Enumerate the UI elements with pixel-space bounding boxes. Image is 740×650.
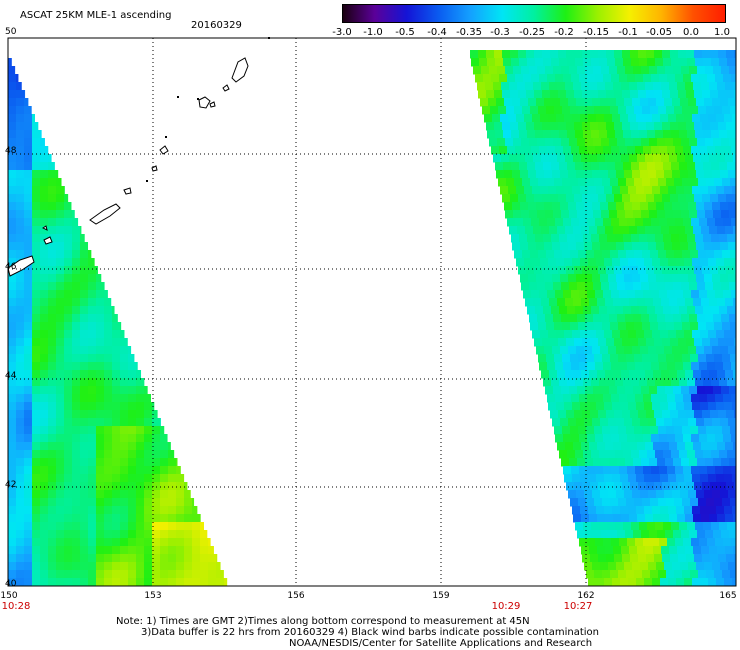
island-outline xyxy=(43,236,53,245)
island-outline xyxy=(89,203,121,225)
colorbar xyxy=(342,4,726,23)
colorbar-label: -0.5 xyxy=(395,27,415,38)
colorbar-label: -0.15 xyxy=(583,27,609,38)
lat-label-40: 40 xyxy=(5,579,17,589)
colorbar-label: -3.0 xyxy=(332,27,352,38)
lat-label-44: 44 xyxy=(5,371,17,381)
island-outline xyxy=(222,84,230,92)
lon-label-159: 159 xyxy=(432,591,450,601)
time-label-right: 10:27 xyxy=(563,601,593,612)
colorbar-label: -0.05 xyxy=(646,27,672,38)
island-dot xyxy=(177,96,179,98)
lat-label-50: 50 xyxy=(5,27,17,37)
island-dot xyxy=(146,180,148,182)
colorbar-label: 0.0 xyxy=(683,27,699,38)
map-frame xyxy=(7,37,737,587)
island-outline xyxy=(42,225,48,231)
colorbar-label: 1.0 xyxy=(714,27,730,38)
colorbar-label: -0.1 xyxy=(618,27,638,38)
product-title: ASCAT 25KM MLE-1 ascending xyxy=(20,10,172,21)
footer-note-1: Note: 1) Times are GMT 2)Times along bot… xyxy=(116,616,530,627)
footer-note-3: NOAA/NESDIS/Center for Satellite Applica… xyxy=(289,638,593,649)
colorbar-label: -0.25 xyxy=(519,27,545,38)
lat-label-46: 46 xyxy=(5,262,17,272)
colorbar-label: -0.3 xyxy=(490,27,510,38)
lon-label-162: 162 xyxy=(577,591,595,601)
island-outline xyxy=(7,255,35,277)
lon-label-153: 153 xyxy=(144,591,162,601)
footer-note-2: 3)Data buffer is 22 hrs from 20160329 4)… xyxy=(141,627,599,638)
colorbar-label: -0.4 xyxy=(427,27,447,38)
island-outline xyxy=(209,101,216,108)
island-outline xyxy=(123,187,132,195)
island-dot xyxy=(165,136,167,138)
lat-label-42: 42 xyxy=(5,480,17,490)
island-outline xyxy=(159,145,169,155)
island-outline xyxy=(198,96,211,109)
island-outline xyxy=(231,57,249,83)
lon-label-165: 165 xyxy=(719,591,737,601)
time-label-mid: 10:29 xyxy=(491,601,521,612)
time-label-left: 10:28 xyxy=(1,601,31,612)
colorbar-label: -0.35 xyxy=(456,27,482,38)
lon-label-156: 156 xyxy=(287,591,305,601)
product-date: 20160329 xyxy=(191,20,242,31)
colorbar-label: -1.0 xyxy=(363,27,383,38)
island-dot xyxy=(197,98,199,100)
colorbar-label: -0.2 xyxy=(554,27,574,38)
lon-label-150: 150 xyxy=(0,591,18,601)
lat-label-48: 48 xyxy=(5,146,17,156)
